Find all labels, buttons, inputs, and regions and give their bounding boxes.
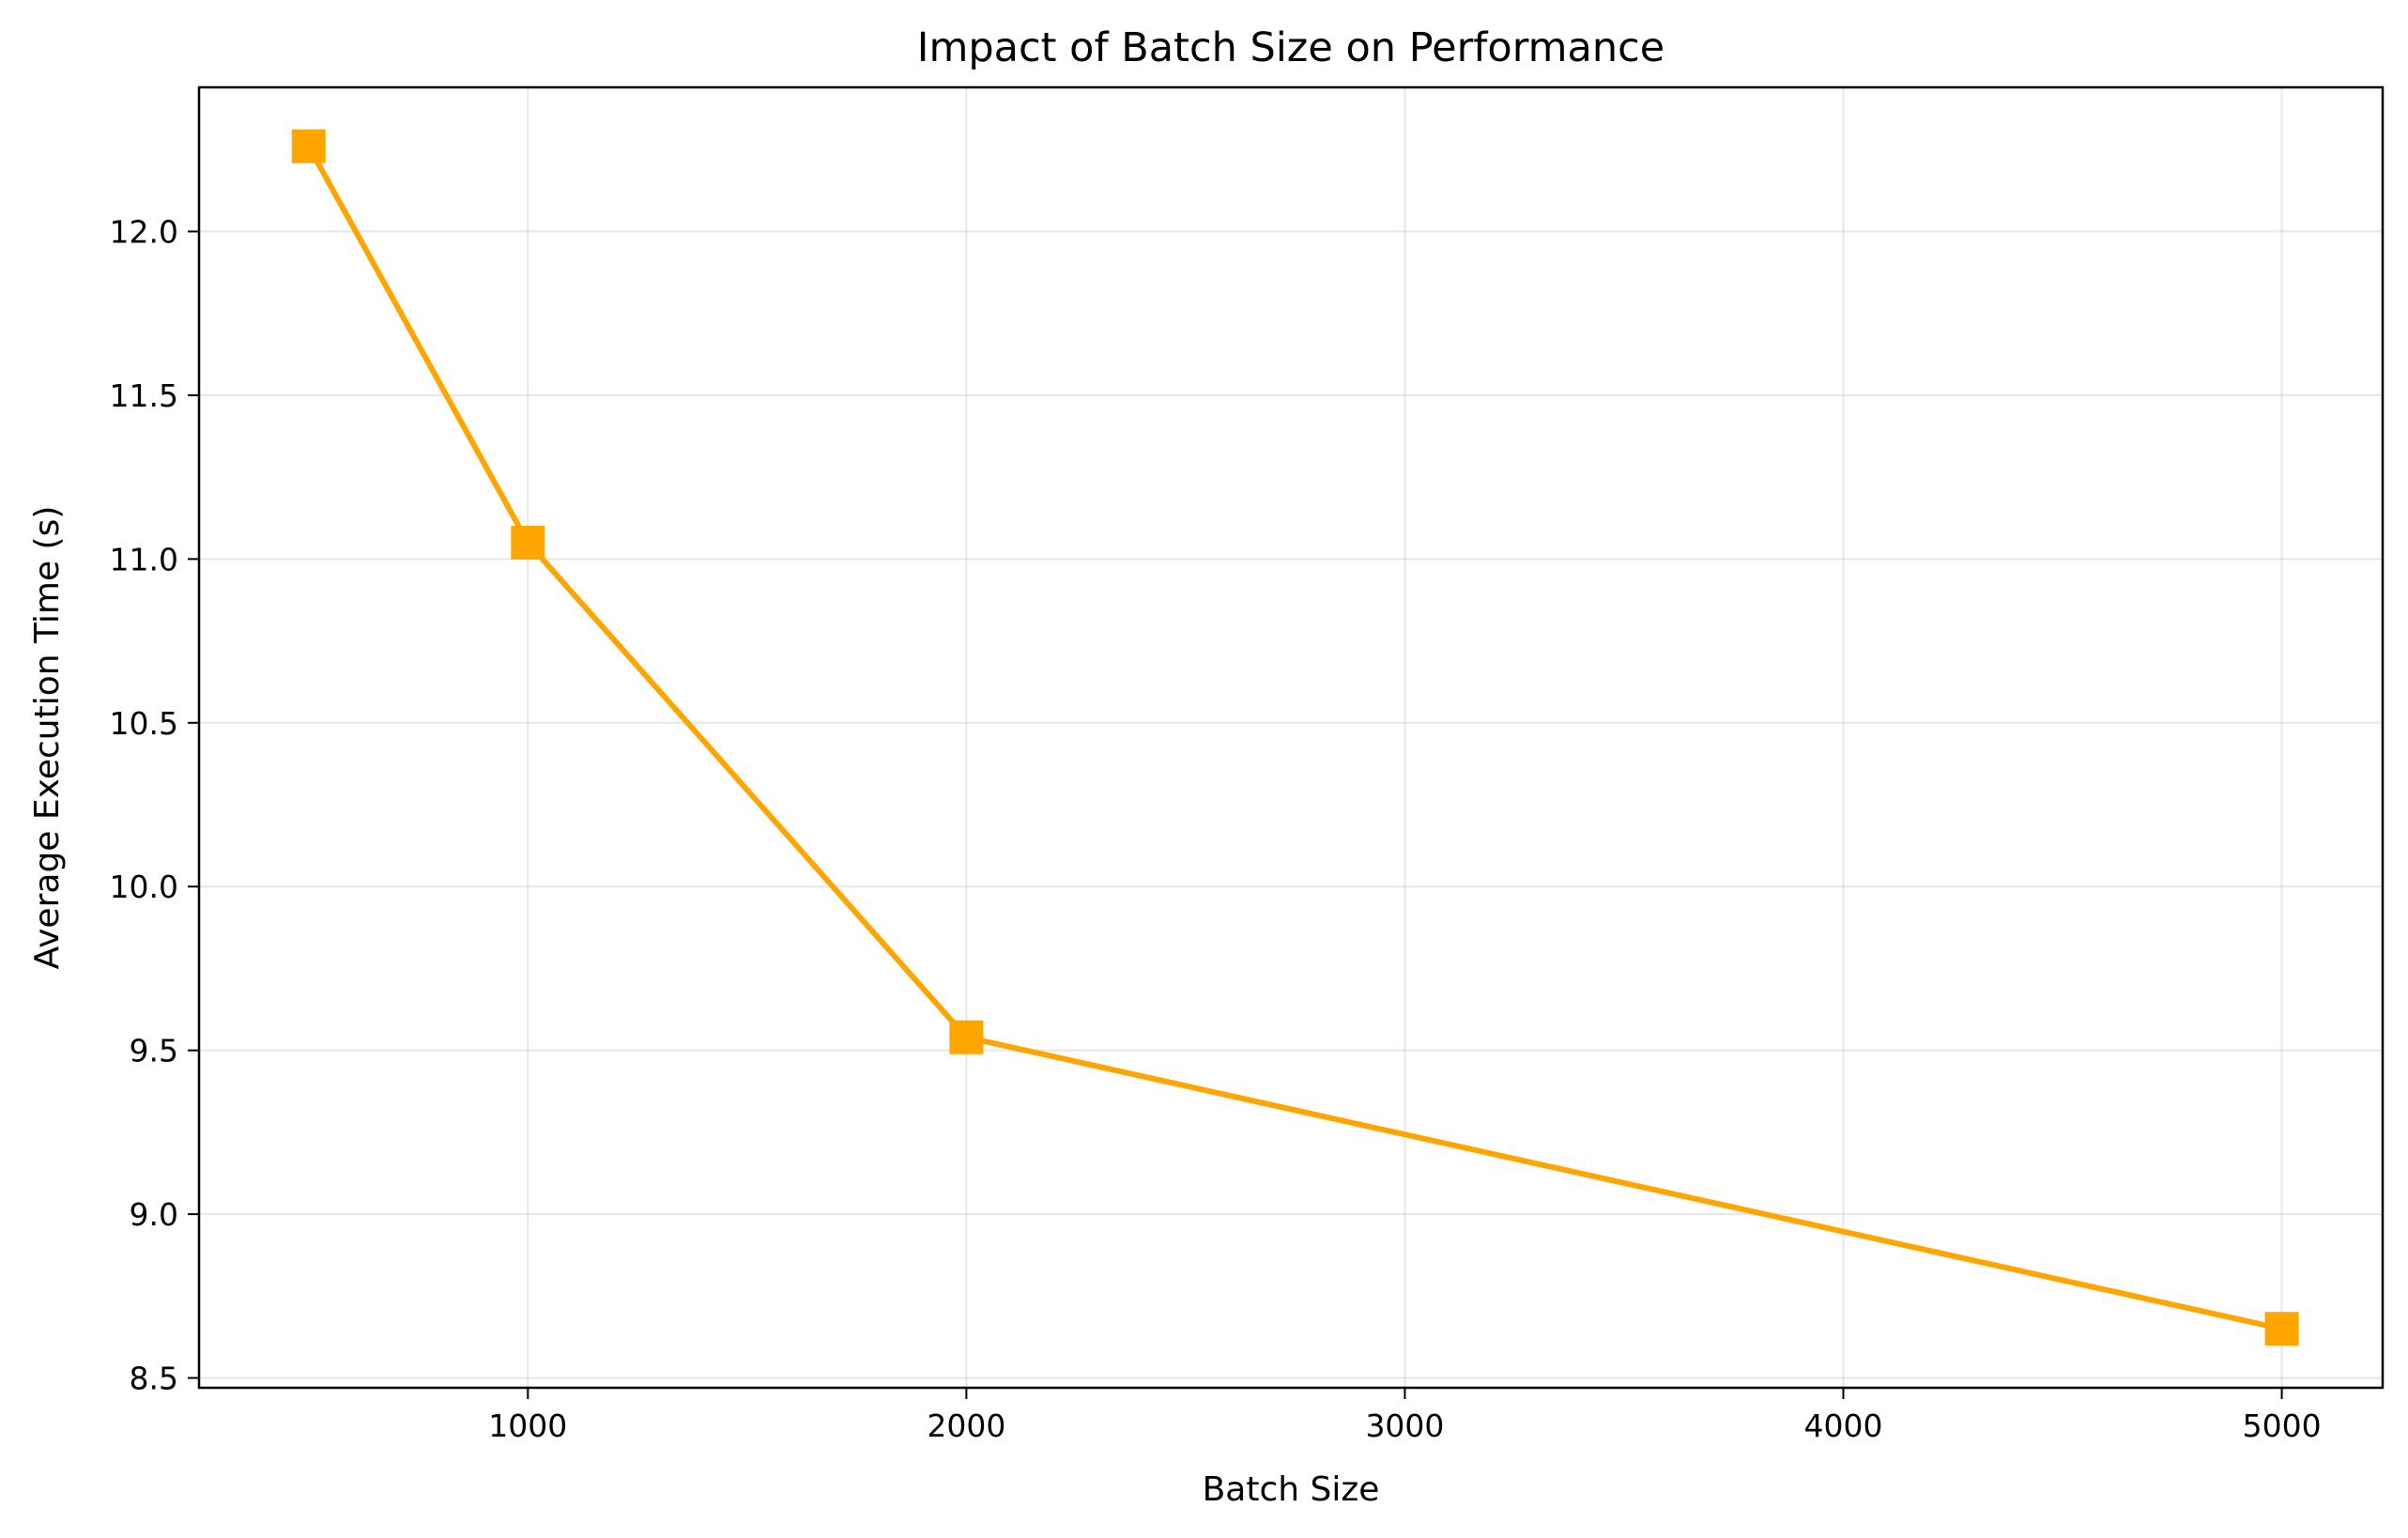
- y-tick-label: 12.0: [110, 214, 178, 251]
- grid: [199, 87, 2383, 1388]
- y-tick-label: 10.0: [110, 869, 178, 905]
- y-tick-label: 8.5: [130, 1361, 178, 1397]
- y-tick-label: 11.5: [110, 377, 178, 414]
- y-tick-label: 11.0: [110, 541, 178, 577]
- data-point: [511, 525, 545, 560]
- data-point: [291, 129, 326, 163]
- series-layer: [291, 129, 2299, 1346]
- y-tick-label: 9.5: [130, 1033, 178, 1069]
- y-tick-label: 10.5: [110, 705, 178, 742]
- chart-title: Impact of Batch Size on Performance: [917, 24, 1664, 71]
- data-point: [2264, 1312, 2299, 1346]
- x-tick-label: 2000: [927, 1407, 1005, 1444]
- y-axis-label: Average Execution Time (s): [28, 506, 67, 970]
- ticks: 1000 2000 3000 4000 5000 8.5 9.0 9.5 10.0 10.5 11.…: [110, 214, 2322, 1444]
- x-axis-label: Batch Size: [1203, 1470, 1380, 1509]
- x-tick-label: 5000: [2243, 1407, 2322, 1444]
- y-tick-label: 9.0: [130, 1196, 178, 1233]
- x-tick-label: 3000: [1365, 1407, 1444, 1444]
- x-tick-label: 1000: [488, 1407, 567, 1444]
- series-line: [305, 143, 2285, 1332]
- x-tick-label: 4000: [1804, 1407, 1883, 1444]
- plot-frame: [197, 85, 2385, 1390]
- data-point: [949, 1020, 984, 1054]
